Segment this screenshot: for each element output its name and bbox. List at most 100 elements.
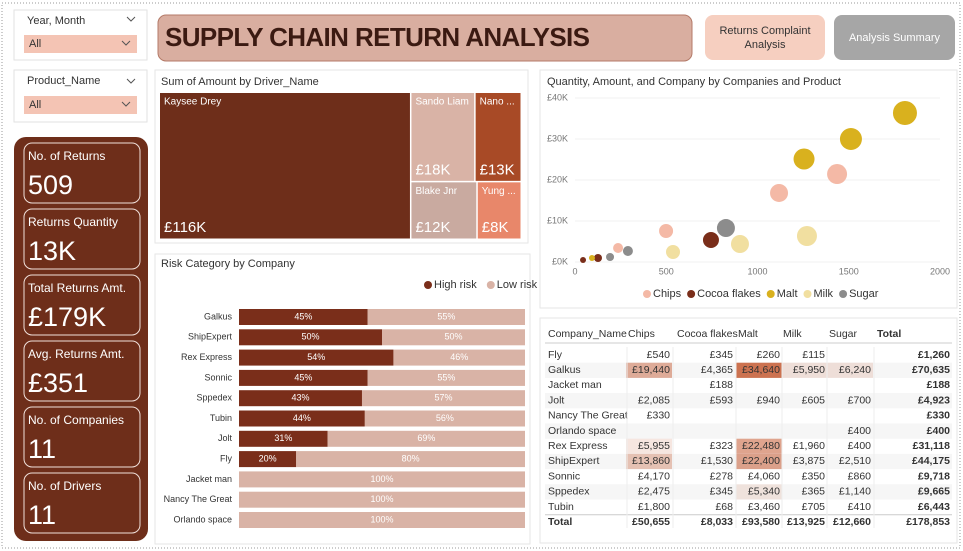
heat-cell bbox=[827, 362, 873, 378]
kpi-card bbox=[23, 208, 141, 270]
bar-segment bbox=[239, 471, 525, 488]
row-band bbox=[545, 484, 952, 500]
nav-button[interactable]: Analysis Summary bbox=[834, 15, 955, 60]
table-cell: £400 bbox=[927, 425, 951, 437]
bubble bbox=[666, 244, 681, 259]
tile-value: £12K bbox=[415, 219, 450, 236]
bar-label: 54% bbox=[307, 352, 325, 362]
bubble bbox=[730, 235, 749, 253]
title-box bbox=[157, 14, 693, 62]
bar-label: 20% bbox=[259, 453, 277, 463]
table-cell: £178,853 bbox=[906, 516, 950, 528]
bubble bbox=[839, 127, 862, 151]
y-tick-label: £40K bbox=[547, 92, 568, 102]
bar-segment bbox=[382, 329, 525, 346]
table-cell: £22,480 bbox=[742, 440, 780, 452]
dropdown[interactable] bbox=[24, 96, 137, 114]
heat-cell bbox=[736, 453, 782, 470]
column-header: Chips bbox=[628, 328, 655, 340]
table-cell: £19,440 bbox=[632, 364, 670, 376]
table-cell: £330 bbox=[927, 410, 951, 422]
bar-segment bbox=[239, 512, 525, 528]
bar-segment bbox=[296, 451, 525, 468]
bar-segment bbox=[361, 390, 525, 407]
bar-segment bbox=[239, 430, 328, 447]
treemap-tile bbox=[411, 93, 475, 181]
table-cell: £705 bbox=[802, 501, 826, 513]
kpi-label: Total Returns Amt. bbox=[28, 281, 126, 295]
table-cell: £260 bbox=[757, 349, 781, 361]
table-cell: Orlando space bbox=[548, 425, 616, 437]
tile-label: Sando Liam bbox=[415, 97, 468, 108]
nav-button[interactable]: Returns Complaint Analysis bbox=[705, 15, 825, 60]
legend-label: Cocoa flakes bbox=[697, 288, 761, 300]
bar-segment bbox=[393, 349, 525, 366]
legend-label: Milk bbox=[814, 288, 834, 300]
bubble bbox=[580, 257, 587, 263]
table-cell: £400 bbox=[848, 425, 872, 437]
bubble bbox=[716, 219, 735, 238]
bar-segment bbox=[239, 329, 382, 346]
kpi-value: £351 bbox=[28, 368, 88, 398]
y-tick-label: ShipExpert bbox=[188, 332, 233, 342]
x-tick-label: 0 bbox=[572, 266, 577, 276]
tile-label: Nano ... bbox=[480, 97, 515, 108]
table-cell: £1,800 bbox=[638, 501, 670, 513]
treemap-tile bbox=[160, 93, 410, 239]
chart-title: Risk Category by Company bbox=[161, 258, 295, 270]
table-cell: £13,925 bbox=[787, 516, 825, 528]
table-cell: Tubin bbox=[548, 501, 574, 513]
column-header: Cocoa flakes bbox=[677, 328, 738, 340]
table-cell: £278 bbox=[710, 470, 734, 482]
table-cell: £22,400 bbox=[742, 455, 780, 467]
bar-segment bbox=[239, 491, 525, 508]
bubble bbox=[793, 148, 815, 170]
bubble bbox=[606, 252, 615, 262]
table-cell: £2,475 bbox=[638, 486, 670, 498]
y-tick-label: Orlando space bbox=[173, 514, 232, 524]
legend-marker bbox=[839, 290, 848, 298]
table-cell: £350 bbox=[802, 470, 826, 482]
y-tick-label: Nancy The Great bbox=[164, 494, 233, 504]
table-cell: £5,340 bbox=[748, 486, 780, 498]
table-cell: £6,443 bbox=[918, 501, 950, 513]
heat-cell bbox=[736, 484, 782, 500]
y-tick-label: £20K bbox=[547, 174, 568, 184]
dropdown[interactable] bbox=[24, 35, 137, 53]
bubble bbox=[892, 101, 917, 126]
tile-label: Yung ... bbox=[482, 186, 516, 197]
treemap-tile bbox=[477, 182, 521, 239]
legend-marker bbox=[803, 290, 812, 298]
kpi-card bbox=[23, 142, 141, 204]
heat-cell bbox=[626, 453, 672, 470]
y-tick-label: Tubin bbox=[210, 413, 232, 423]
filter-label: Product_Name bbox=[27, 75, 100, 87]
table-cell: £345 bbox=[710, 486, 734, 498]
y-tick-label: £10K bbox=[547, 215, 568, 225]
bar-label: 55% bbox=[437, 311, 455, 321]
table-cell: Sonnic bbox=[548, 470, 580, 482]
y-tick-label: Sonnic bbox=[204, 372, 232, 382]
table-cell: Jolt bbox=[548, 394, 564, 406]
legend-marker bbox=[424, 281, 432, 289]
tile-label: Kaysee Drey bbox=[164, 97, 221, 108]
x-tick-label: 1000 bbox=[747, 266, 767, 276]
kpi-value: 509 bbox=[28, 170, 73, 200]
kpi-label: No. of Drivers bbox=[28, 479, 101, 493]
row-band bbox=[545, 393, 952, 409]
table-cell: £2,510 bbox=[839, 455, 871, 467]
table-cell: £4,365 bbox=[701, 364, 733, 376]
kpi-card bbox=[23, 472, 141, 534]
y-tick-label: £30K bbox=[547, 133, 568, 143]
legend-marker bbox=[687, 290, 696, 298]
kpi-label: Avg. Returns Amt. bbox=[28, 347, 125, 361]
bar-segment bbox=[239, 369, 368, 386]
chevrons bbox=[121, 16, 136, 107]
table-cell: £365 bbox=[802, 486, 826, 498]
table-cell: Rex Express bbox=[548, 440, 608, 452]
table-cell: £31,118 bbox=[913, 440, 951, 452]
table-cell: £323 bbox=[710, 440, 734, 452]
bar-label: 50% bbox=[301, 332, 319, 342]
